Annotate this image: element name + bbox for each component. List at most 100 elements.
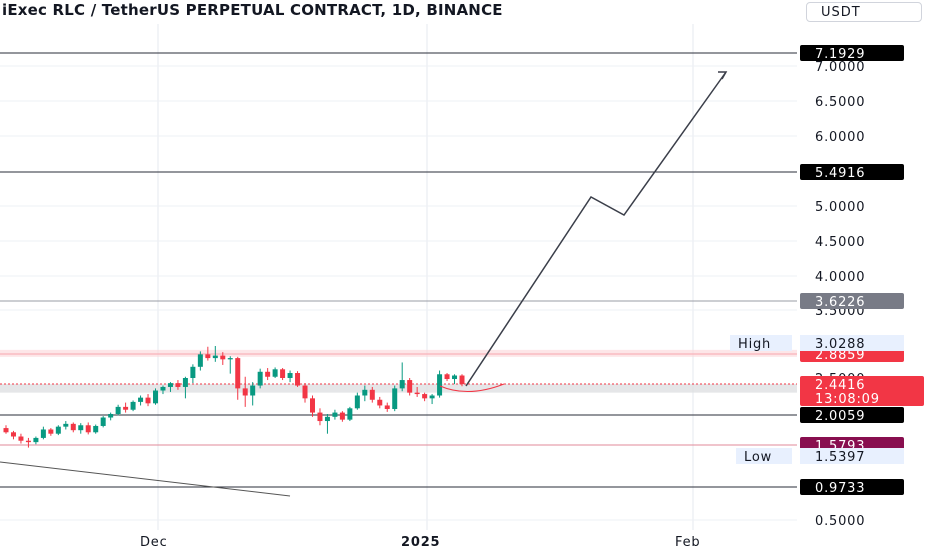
- candle-body: [452, 375, 458, 380]
- candle-body: [272, 369, 278, 377]
- high-value-badge: [800, 335, 904, 351]
- y-axis-tick-label: 6.0000: [815, 130, 865, 145]
- resistance-zone: [0, 349, 797, 357]
- price-level-label: 7.1929: [815, 47, 865, 62]
- candle-body: [78, 425, 84, 431]
- candle-body: [115, 406, 121, 414]
- candle-body: [25, 440, 31, 443]
- candle-body: [190, 366, 196, 378]
- candle-body: [130, 401, 136, 410]
- candle-body: [108, 413, 114, 418]
- candle-body: [160, 386, 166, 391]
- candle-body: [437, 374, 443, 396]
- y-axis-tick-label: 7.0000: [815, 60, 865, 75]
- candle-body: [309, 398, 315, 413]
- y-axis-tick-label: 0.5000: [815, 514, 865, 529]
- low-tag-label: Low: [744, 450, 772, 465]
- candle-body: [138, 397, 144, 402]
- x-axis-tick-label: Dec: [140, 535, 168, 550]
- high-value-label: 3.0288: [815, 337, 865, 352]
- price-level-badge: [800, 164, 904, 180]
- price-level-badge: [800, 293, 904, 309]
- candle-body: [220, 355, 226, 360]
- last-price-label: 2.4416: [815, 378, 865, 393]
- y-axis-tick-label: 4.5000: [815, 235, 865, 250]
- x-axis-tick-label: 2025: [401, 535, 440, 550]
- candle-body: [295, 373, 301, 386]
- candle-body: [3, 428, 9, 433]
- candle-body: [205, 354, 211, 359]
- candle-body: [414, 392, 420, 395]
- price-level-label: 3.6226: [815, 295, 865, 310]
- candle-body: [48, 429, 54, 434]
- price-level-label: 2.8859: [815, 348, 865, 363]
- projection-path: [465, 71, 727, 387]
- currency-selector[interactable]: USDT: [806, 2, 922, 22]
- y-axis-tick-label: 4.0000: [815, 270, 865, 285]
- candle-body: [250, 385, 256, 396]
- candle-body: [317, 412, 323, 422]
- high-tag-label: High: [738, 337, 771, 352]
- price-level-label: 5.4916: [815, 166, 865, 181]
- candle-body: [302, 385, 308, 399]
- candle-body: [265, 371, 271, 377]
- candle-body: [332, 412, 338, 417]
- candle-body: [354, 395, 360, 409]
- low-value-badge: [800, 448, 904, 464]
- candle-body: [70, 423, 76, 431]
- low-value-label: 1.5397: [815, 450, 865, 465]
- low-tag: [736, 448, 792, 464]
- candle-body: [123, 406, 129, 410]
- candle-body: [182, 378, 188, 387]
- candle-body: [422, 394, 428, 399]
- candle-body: [33, 437, 39, 443]
- candle-body: [459, 375, 465, 385]
- price-level-badge: [800, 45, 904, 61]
- price-level-badge: [800, 479, 904, 495]
- candle-body: [93, 425, 99, 433]
- candle-body: [287, 373, 293, 378]
- candle-body: [55, 426, 61, 434]
- candle-body: [40, 429, 46, 438]
- last-price-badge: [800, 376, 924, 406]
- candle-body: [100, 417, 106, 426]
- candle-body: [377, 399, 383, 406]
- candle-body: [257, 371, 263, 386]
- arc-drawing: [439, 383, 505, 393]
- price-level-badge: [800, 407, 904, 423]
- candle-body: [63, 423, 69, 427]
- candle-body: [227, 358, 233, 360]
- candle-body: [347, 408, 353, 420]
- candle-body: [362, 389, 368, 396]
- candle-body: [280, 369, 286, 378]
- candle-body: [369, 389, 375, 400]
- candle-body: [175, 383, 181, 387]
- candle-body: [167, 383, 173, 387]
- candle-body: [429, 395, 435, 399]
- candle-body: [235, 358, 241, 389]
- chart-title: iExec RLC / TetherUS PERPETUAL CONTRACT,…: [2, 1, 503, 19]
- candle-body: [18, 436, 24, 441]
- candle-body: [212, 355, 218, 359]
- y-axis-tick-label: 6.5000: [815, 95, 865, 110]
- candle-body: [85, 425, 91, 433]
- candle-body: [392, 388, 398, 410]
- price-level-label: 0.9733: [815, 481, 865, 496]
- candle-body: [145, 397, 151, 404]
- candle-body: [197, 354, 203, 367]
- projection-arrowhead: [718, 71, 728, 80]
- candle-body: [324, 416, 330, 422]
- candle-body: [339, 412, 345, 420]
- candle-body: [153, 390, 159, 404]
- y-axis-tick-label: 5.0000: [815, 200, 865, 215]
- candle-body: [242, 388, 248, 396]
- price-level-label: 2.0059: [815, 409, 865, 424]
- support-zone: [0, 384, 797, 393]
- high-tag: [730, 335, 792, 351]
- candle-body: [399, 380, 405, 389]
- trendline: [0, 461, 291, 497]
- candle-body: [407, 380, 413, 393]
- candle-body: [10, 432, 16, 437]
